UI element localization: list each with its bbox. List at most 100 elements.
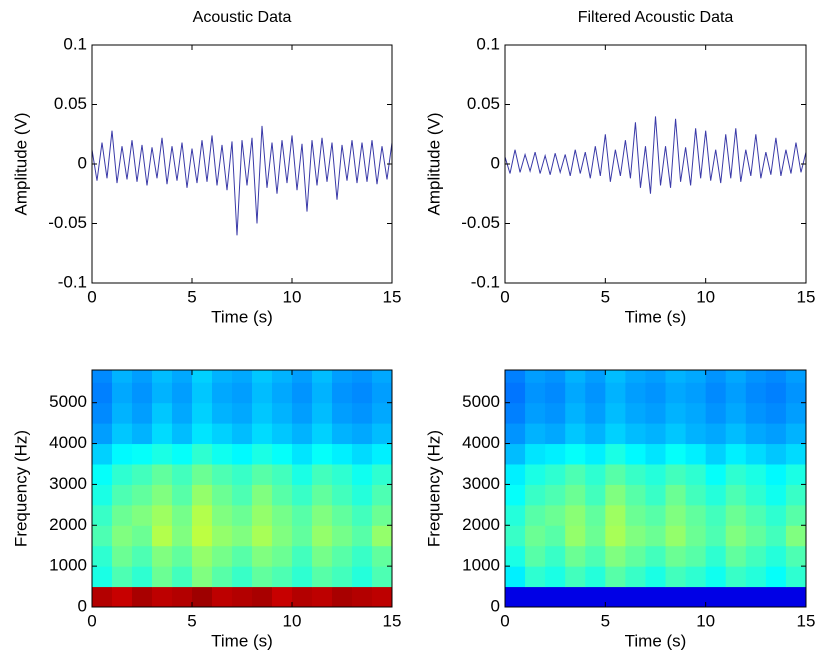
heat-cell xyxy=(192,484,213,506)
heat-cell xyxy=(585,443,606,465)
heat-cell xyxy=(505,566,526,588)
heat-cell xyxy=(645,484,667,506)
heat-cell xyxy=(545,423,566,445)
y-axis-label: Frequency (Hz) xyxy=(424,430,443,547)
heat-cell xyxy=(645,370,667,383)
heat-cell xyxy=(725,382,747,404)
x-tick-label: 10 xyxy=(283,287,302,306)
heat-cell xyxy=(745,463,767,485)
heat-cell xyxy=(292,382,313,404)
heat-cell xyxy=(272,370,293,383)
heat-cell xyxy=(172,463,193,485)
heat-cell xyxy=(352,423,373,445)
plot-area xyxy=(505,370,806,607)
heat-cell xyxy=(352,566,373,588)
heat-cell xyxy=(312,382,333,404)
heat-cell xyxy=(725,370,747,383)
heat-cell xyxy=(152,586,173,607)
heat-cell xyxy=(212,463,233,485)
heat-cell xyxy=(272,382,293,404)
heat-cell xyxy=(232,463,253,485)
heat-cell xyxy=(172,443,193,465)
x-axis-label: Time (s) xyxy=(211,631,273,650)
heat-cell xyxy=(705,566,727,588)
heat-cell xyxy=(625,525,646,547)
heat-cell xyxy=(765,525,787,547)
heat-cell xyxy=(705,586,727,607)
heat-cell xyxy=(545,402,566,424)
heat-cell xyxy=(272,586,293,607)
heat-cell xyxy=(745,402,767,424)
heat-cell xyxy=(665,370,687,383)
heat-cell xyxy=(252,402,273,424)
heat-cell xyxy=(152,525,173,547)
heat-cell xyxy=(132,423,153,445)
heat-cell xyxy=(785,545,806,567)
heat-cell xyxy=(232,545,253,567)
heat-cell xyxy=(545,370,566,383)
heat-cell xyxy=(565,443,586,465)
heat-cell xyxy=(132,443,153,465)
heat-cell xyxy=(585,463,606,485)
heat-cell xyxy=(212,443,233,465)
heat-cell xyxy=(545,545,566,567)
heat-cell xyxy=(625,586,646,607)
heat-cell xyxy=(192,382,213,404)
heat-cell xyxy=(625,423,646,445)
heat-cell xyxy=(212,370,233,383)
heat-cell xyxy=(705,463,727,485)
heat-cell xyxy=(525,402,546,424)
heat-cell xyxy=(545,382,566,404)
heat-cell xyxy=(705,402,727,424)
heat-cell xyxy=(112,370,133,383)
heat-cell xyxy=(292,443,313,465)
heat-cell xyxy=(232,402,253,424)
heat-cell xyxy=(352,382,373,404)
signal-line xyxy=(92,125,392,236)
heat-cell xyxy=(745,443,767,465)
heat-cell xyxy=(785,566,806,588)
heat-cell xyxy=(685,504,707,526)
heat-cell xyxy=(705,443,727,465)
x-tick-label: 15 xyxy=(797,287,816,306)
heat-cell xyxy=(92,382,113,404)
heat-cell xyxy=(132,463,153,485)
y-tick-label: 0.05 xyxy=(54,94,87,113)
y-tick-label: 2000 xyxy=(462,515,500,534)
heat-cell xyxy=(292,402,313,424)
heat-cell xyxy=(765,463,787,485)
heat-cell xyxy=(645,525,667,547)
heat-cell xyxy=(685,402,707,424)
heat-cell xyxy=(685,545,707,567)
heat-cell xyxy=(112,586,133,607)
heat-cell xyxy=(372,382,392,404)
heat-cell xyxy=(785,370,806,383)
heat-cell xyxy=(765,504,787,526)
heat-cell xyxy=(645,463,667,485)
y-tick-label: -0.05 xyxy=(48,213,87,232)
heat-cell xyxy=(605,566,626,588)
heat-cell xyxy=(545,484,566,506)
heat-cell xyxy=(685,382,707,404)
heat-cell xyxy=(352,504,373,526)
heat-cell xyxy=(565,382,586,404)
heat-cell xyxy=(192,370,213,383)
heat-cell xyxy=(332,463,353,485)
heat-cell xyxy=(112,525,133,547)
heat-cell xyxy=(685,443,707,465)
heat-cell xyxy=(352,525,373,547)
heat-cell xyxy=(605,463,626,485)
heat-cell xyxy=(152,566,173,588)
heat-cell xyxy=(92,484,113,506)
heat-cell xyxy=(725,566,747,588)
heat-cell xyxy=(605,402,626,424)
heat-cell xyxy=(745,504,767,526)
heat-cell xyxy=(92,463,113,485)
heat-cell xyxy=(132,402,153,424)
heat-cell xyxy=(92,504,113,526)
heat-cell xyxy=(765,545,787,567)
heat-cell xyxy=(765,443,787,465)
heat-cell xyxy=(112,566,133,588)
heat-cell xyxy=(152,504,173,526)
